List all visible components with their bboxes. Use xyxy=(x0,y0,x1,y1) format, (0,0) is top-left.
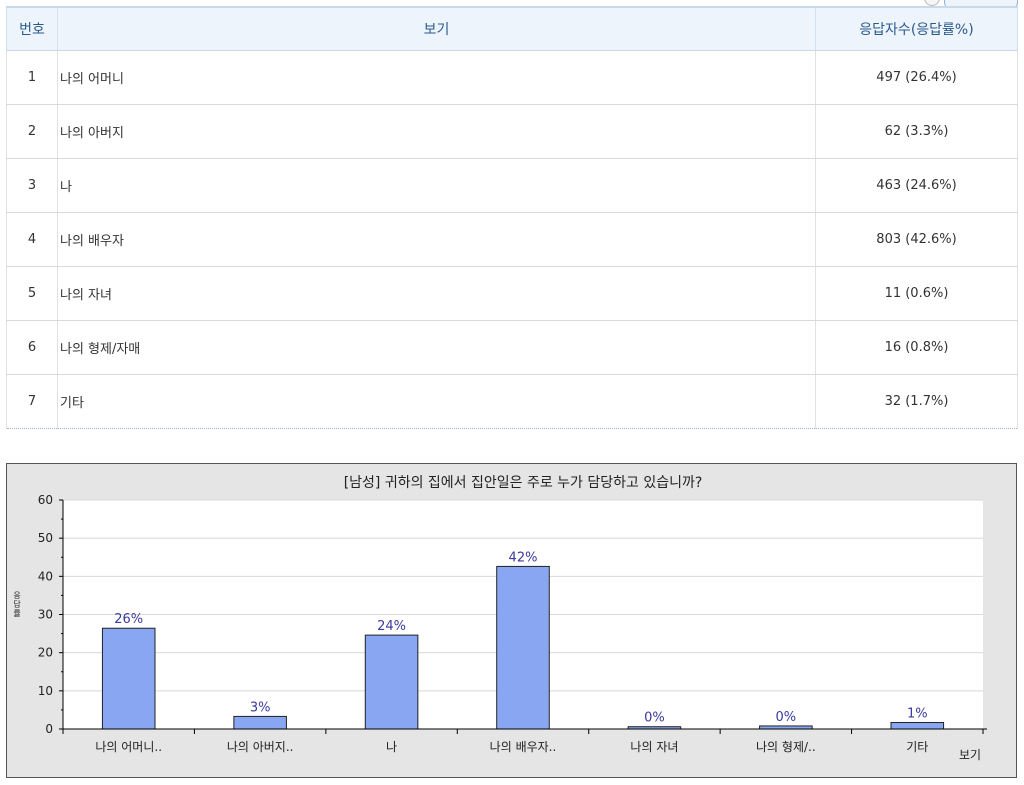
results-table: 번호 보기 응답자수(응답률%) 1 나의 어머니 497 (26.4%) 2 … xyxy=(6,6,1018,429)
row-count: 497 (26.4%) xyxy=(815,50,1018,105)
row-option: 나의 어머니 xyxy=(57,50,816,105)
row-count: 463 (24.6%) xyxy=(815,158,1018,213)
x-tick-label: 나의 배우자.. xyxy=(490,740,557,754)
row-option: 나 xyxy=(57,158,816,213)
header-count: 응답자수(응답률%) xyxy=(815,6,1018,51)
x-tick-label: 나 xyxy=(386,740,397,754)
data-label: 0% xyxy=(776,710,797,725)
row-number: 1 xyxy=(6,50,58,105)
row-count: 62 (3.3%) xyxy=(815,104,1018,159)
bar-chart: 26% 3% 24% 42% 0% 0% 1% 0 10 20 30 40 50 60 나의 어머니.. 나… xyxy=(6,463,1017,778)
x-tick-label: 나의 아버지.. xyxy=(227,740,294,754)
bar xyxy=(233,715,287,730)
x-tick-label: 나의 자녀 xyxy=(630,740,678,754)
table-row: 2 나의 아버지 62 (3.3%) xyxy=(6,104,1018,159)
row-number: 6 xyxy=(6,320,58,375)
data-label: 26% xyxy=(114,612,143,627)
bar xyxy=(364,634,419,730)
y-tick-label: 50 xyxy=(38,531,53,545)
x-tick-label: 나의 어머니.. xyxy=(95,740,162,754)
bar xyxy=(101,627,156,730)
row-option: 나의 아버지 xyxy=(57,104,816,159)
row-number: 4 xyxy=(6,212,58,267)
row-count: 11 (0.6%) xyxy=(815,266,1018,321)
row-option: 나의 배우자 xyxy=(57,212,816,267)
y-tick-label: 40 xyxy=(38,569,53,583)
table-row: 1 나의 어머니 497 (26.4%) xyxy=(6,50,1018,105)
x-axis-label: 보기 xyxy=(959,748,981,762)
row-option: 기타 xyxy=(57,374,816,429)
row-number: 3 xyxy=(6,158,58,213)
row-count: 32 (1.7%) xyxy=(815,374,1018,429)
x-tick-label: 기타 xyxy=(906,740,928,754)
x-tick-label: 나의 형제/.. xyxy=(756,740,816,754)
y-tick-label: 20 xyxy=(38,646,53,660)
bar xyxy=(890,722,945,730)
table-row: 6 나의 형제/자매 16 (0.8%) xyxy=(6,320,1018,375)
data-label: 0% xyxy=(644,711,665,726)
data-label: 3% xyxy=(250,700,271,715)
header-option: 보기 xyxy=(57,6,816,51)
bar xyxy=(496,565,550,730)
data-label: 1% xyxy=(907,707,928,722)
y-tick-label: 60 xyxy=(38,493,53,507)
bar-chart-svg: 26% 3% 24% 42% 0% 0% 1% 0 10 20 30 40 50 60 나의 어머니.. 나… xyxy=(13,475,987,762)
y-tick-label: 30 xyxy=(38,608,53,622)
table-row: 3 나 463 (24.6%) xyxy=(6,158,1018,213)
data-label: 42% xyxy=(509,550,538,565)
y-tick-label: 0 xyxy=(45,722,53,736)
data-label: 24% xyxy=(377,619,406,634)
row-number: 7 xyxy=(6,374,58,429)
row-count: 16 (0.8%) xyxy=(815,320,1018,375)
row-option: 나의 형제/자매 xyxy=(57,320,816,375)
row-option: 나의 자녀 xyxy=(57,266,816,321)
axes: 0 10 20 30 40 50 60 나의 어머니.. 나의 아버지.. 나 나의 배우자.. 나의… xyxy=(38,493,987,754)
row-number: 5 xyxy=(6,266,58,321)
table-row: 5 나의 자녀 11 (0.6%) xyxy=(6,266,1018,321)
y-tick-label: 10 xyxy=(38,684,53,698)
row-count: 803 (42.6%) xyxy=(815,212,1018,267)
header-number: 번호 xyxy=(6,6,58,51)
table-row: 4 나의 배우자 803 (42.6%) xyxy=(6,212,1018,267)
bars: 26% 3% 24% 42% 0% 0% 1% xyxy=(101,550,945,730)
chart-title: [남성] 귀하의 집에서 집안일은 주로 누가 담당하고 있습니까? xyxy=(344,475,703,491)
table-row: 7 기타 32 (1.7%) xyxy=(6,374,1018,429)
row-number: 2 xyxy=(6,104,58,159)
table-header-row: 번호 보기 응답자수(응답률%) xyxy=(6,6,1018,51)
